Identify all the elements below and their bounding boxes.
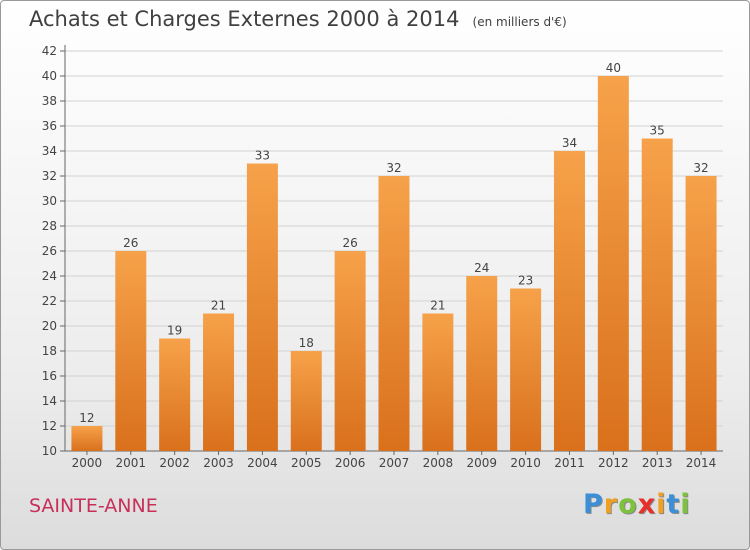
y-tick-label: 34 <box>42 144 57 158</box>
y-tick-label: 16 <box>42 369 57 383</box>
chart-title: Achats et Charges Externes 2000 à 2014 <box>29 7 460 31</box>
data-label-2008: 21 <box>430 299 445 313</box>
x-tick-label-2010: 2010 <box>510 456 541 470</box>
x-tick-label-2009: 2009 <box>466 456 497 470</box>
bar-2001 <box>115 251 147 451</box>
y-tick-label: 28 <box>42 219 57 233</box>
data-label-2006: 26 <box>342 236 357 250</box>
bars <box>71 76 717 451</box>
data-label-2002: 19 <box>167 324 182 338</box>
logo-letter: P <box>583 489 604 520</box>
bar-2008 <box>422 313 454 451</box>
bar-2003 <box>203 313 235 451</box>
bar-2010 <box>510 288 542 451</box>
data-label-2013: 35 <box>650 124 665 138</box>
place-name: SAINTE-ANNE <box>29 495 158 517</box>
logo-letter: i <box>656 489 667 520</box>
bar-2009 <box>466 276 498 451</box>
x-tick-label-2000: 2000 <box>72 456 103 470</box>
bar-2011 <box>553 151 585 451</box>
y-tick-label: 38 <box>42 94 57 108</box>
bar-2002 <box>159 338 191 451</box>
y-tick-label: 14 <box>42 394 57 408</box>
x-tick-label-2003: 2003 <box>203 456 234 470</box>
y-tick-label: 22 <box>42 294 57 308</box>
y-tick-label: 18 <box>42 344 57 358</box>
y-tick-label: 40 <box>42 69 57 83</box>
data-label-2000: 12 <box>79 411 94 425</box>
x-tick-label-2011: 2011 <box>554 456 585 470</box>
data-label-2001: 26 <box>123 236 138 250</box>
bar-2012 <box>597 76 629 451</box>
x-tick-label-2006: 2006 <box>335 456 366 470</box>
bar-2004 <box>246 163 278 451</box>
data-label-2003: 21 <box>211 299 226 313</box>
data-label-2011: 34 <box>562 136 577 150</box>
x-tick-label-2007: 2007 <box>379 456 410 470</box>
proxiti-logo: Proxiti <box>583 489 691 520</box>
y-tick-label: 42 <box>42 44 57 58</box>
data-label-2010: 23 <box>518 274 533 288</box>
logo-letter: t <box>666 489 681 520</box>
data-label-2009: 24 <box>474 261 489 275</box>
bar-2013 <box>641 138 673 451</box>
y-tick-label: 20 <box>42 319 57 333</box>
y-tick-label: 10 <box>42 444 57 458</box>
bar-2000 <box>71 426 103 451</box>
y-tick-label: 30 <box>42 194 57 208</box>
bar-2006 <box>334 251 366 451</box>
x-tick-label-2004: 2004 <box>247 456 278 470</box>
x-tick-label-2012: 2012 <box>598 456 629 470</box>
x-tick-label-2008: 2008 <box>423 456 454 470</box>
data-label-2004: 33 <box>255 149 270 163</box>
labels: 12 2000 26 2001 19 2002 21 2003 33 2004 18 2005 26 20… <box>72 61 717 470</box>
data-label-2007: 32 <box>386 161 401 175</box>
x-tick-label-2002: 2002 <box>159 456 190 470</box>
x-tick-label-2014: 2014 <box>686 456 717 470</box>
y-tick-label: 12 <box>42 419 57 433</box>
title-row: Achats et Charges Externes 2000 à 2014 (… <box>29 7 567 31</box>
bar-2005 <box>290 351 322 451</box>
logo-letter: o <box>618 489 638 520</box>
logo-letter: x <box>637 489 657 520</box>
x-tick-label-2005: 2005 <box>291 456 322 470</box>
x-tick-label-2013: 2013 <box>642 456 673 470</box>
data-label-2014: 32 <box>693 161 708 175</box>
chart-subtitle: (en milliers d'€) <box>472 15 567 29</box>
logo-letter: i <box>680 489 691 520</box>
x-tick-label-2001: 2001 <box>116 456 147 470</box>
bar-2014 <box>685 176 717 451</box>
y-tick-label: 36 <box>42 119 57 133</box>
y-tick-label: 24 <box>42 269 57 283</box>
y-tick-label: 32 <box>42 169 57 183</box>
data-label-2005: 18 <box>299 336 314 350</box>
data-label-2012: 40 <box>606 61 621 75</box>
logo-letter: r <box>603 489 619 520</box>
bar-2007 <box>378 176 410 451</box>
y-tick-label: 26 <box>42 244 57 258</box>
